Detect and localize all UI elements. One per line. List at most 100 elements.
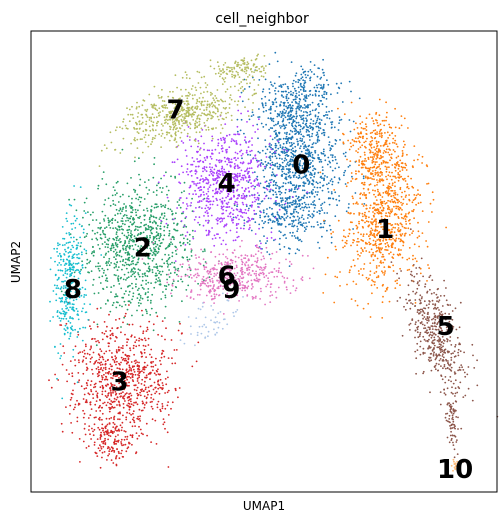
point (207, 190, 210, 193)
point (95, 390, 97, 393)
point (351, 177, 354, 180)
point (416, 158, 419, 161)
point (238, 218, 240, 221)
point (274, 165, 276, 167)
point (243, 222, 246, 225)
point (125, 382, 128, 384)
point (98, 374, 100, 377)
point (190, 255, 193, 257)
point (401, 154, 404, 156)
point (130, 413, 133, 416)
point (208, 186, 211, 189)
point (200, 200, 203, 203)
point (136, 249, 139, 252)
point (137, 238, 140, 241)
point (103, 203, 106, 206)
point (263, 197, 266, 200)
point (403, 215, 406, 218)
point (389, 251, 392, 254)
point (328, 203, 331, 206)
point (285, 140, 288, 143)
point (268, 91, 271, 94)
point (226, 189, 229, 192)
point (124, 353, 127, 356)
point (300, 177, 303, 180)
point (471, 399, 474, 402)
point (101, 210, 104, 213)
point (164, 305, 167, 308)
point (170, 241, 172, 244)
point (221, 170, 223, 173)
point (408, 247, 411, 249)
point (144, 214, 147, 217)
point (298, 114, 301, 117)
point (278, 131, 280, 134)
point (236, 189, 238, 192)
point (321, 166, 324, 169)
point (117, 278, 120, 281)
point (269, 181, 272, 184)
point (126, 323, 129, 325)
point (102, 402, 104, 405)
point (369, 156, 372, 159)
point (271, 118, 273, 120)
point (222, 187, 225, 190)
point (219, 192, 221, 195)
point (182, 211, 185, 213)
point (316, 141, 319, 143)
point (277, 121, 280, 123)
point (168, 256, 171, 259)
point (121, 359, 124, 361)
point (151, 271, 154, 274)
point (123, 300, 126, 303)
point (321, 185, 324, 187)
point (312, 142, 315, 144)
point (394, 150, 396, 153)
point (362, 137, 364, 140)
point (125, 249, 127, 252)
point (115, 182, 118, 184)
point (284, 146, 287, 149)
point (186, 258, 189, 261)
point (355, 224, 358, 227)
point (308, 196, 311, 198)
point (133, 218, 136, 221)
point (122, 296, 125, 299)
point (388, 193, 391, 195)
point (320, 84, 322, 86)
point (392, 137, 395, 140)
point (157, 280, 159, 282)
point (141, 275, 144, 278)
point (292, 219, 295, 222)
point (99, 386, 102, 389)
point (316, 138, 319, 141)
point (63, 352, 66, 354)
point (341, 239, 344, 242)
point (197, 221, 200, 224)
point (237, 165, 239, 168)
point (282, 182, 285, 184)
point (174, 389, 177, 392)
point (252, 184, 254, 187)
point (282, 146, 284, 149)
point (89, 357, 92, 360)
point (213, 168, 216, 171)
point (74, 359, 76, 361)
point (123, 203, 125, 205)
point (255, 159, 258, 162)
point (286, 206, 289, 209)
point (155, 245, 157, 248)
point (299, 184, 302, 187)
point (220, 139, 223, 142)
point (123, 388, 126, 391)
point (382, 295, 384, 298)
point (155, 231, 158, 234)
point (109, 386, 112, 389)
point (326, 176, 329, 178)
point (388, 235, 391, 238)
point (105, 378, 107, 381)
point (121, 449, 123, 452)
point (244, 170, 247, 173)
point (380, 215, 383, 218)
point (375, 218, 377, 221)
